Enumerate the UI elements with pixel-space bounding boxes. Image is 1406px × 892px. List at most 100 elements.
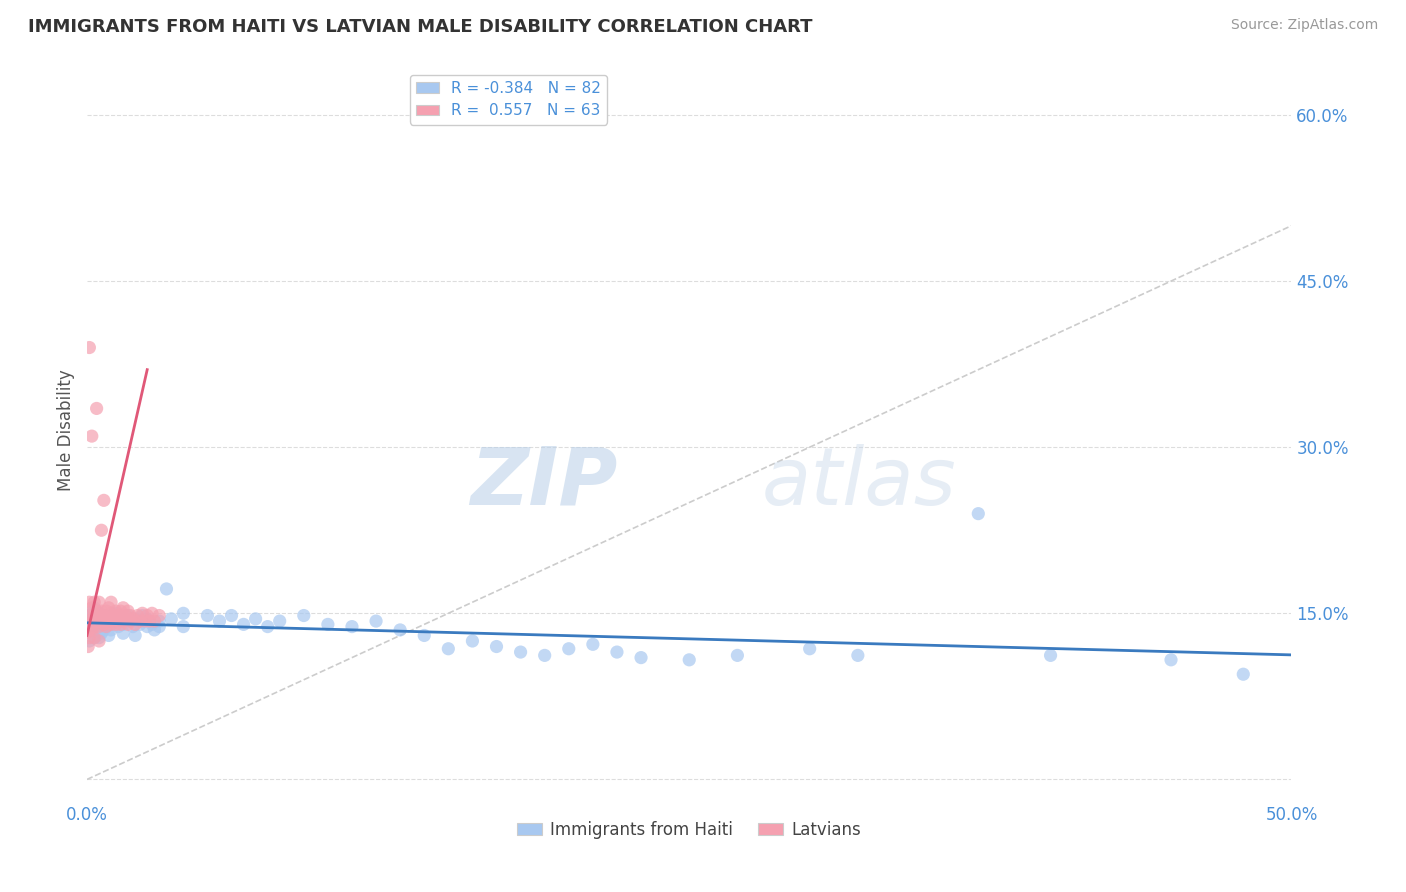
Point [120,608,142,623]
Point [103,614,125,628]
Point [269,614,291,628]
Point [364,614,387,628]
Point [80,607,103,621]
Point [136,619,159,633]
Point [124,628,146,642]
Point [86,621,108,635]
Point [104,614,127,628]
Point [93,493,115,508]
Point [558,641,581,656]
Point [114,608,136,623]
Point [96,614,118,628]
Point [136,608,159,623]
Point [112,626,135,640]
Point [87,615,110,630]
Point [134,614,156,628]
Point [124,617,146,632]
Point [80,600,103,615]
Point [97,612,120,626]
Point [80,623,103,637]
Point [90,614,112,628]
Point [93,617,115,632]
Point [112,617,135,632]
Point [79,634,101,648]
Point [96,604,118,618]
Point [509,645,531,659]
Point [87,634,110,648]
Point [172,607,194,621]
Point [117,608,139,623]
Point [138,614,160,628]
Point [83,619,105,633]
Point [87,608,110,623]
Point [461,634,484,648]
Point [90,612,112,626]
Point [136,612,159,626]
Point [208,614,231,628]
Point [1232,667,1254,681]
Point [437,641,460,656]
Point [100,608,122,623]
Point [97,600,120,615]
Point [582,637,605,651]
Point [124,612,146,626]
Text: atlas: atlas [762,443,956,522]
Point [292,608,315,623]
Point [107,608,129,623]
Point [120,614,142,628]
Point [316,617,339,632]
Point [967,507,990,521]
Point [121,612,143,626]
Point [96,615,118,630]
Point [80,612,103,626]
Point [389,623,412,637]
Point [79,619,101,633]
Point [107,619,129,633]
Point [121,619,143,633]
Point [172,619,194,633]
Point [725,648,748,663]
Point [86,401,108,416]
Point [112,614,135,628]
Point [117,604,139,618]
Point [86,628,108,642]
Point [117,617,139,632]
Point [83,631,105,645]
Point [606,645,628,659]
Point [80,623,103,637]
Point [87,631,110,645]
Point [678,653,700,667]
Point [79,608,101,623]
Point [86,612,108,626]
Point [83,631,105,645]
Point [141,607,163,621]
Point [799,641,821,656]
Point [79,617,101,632]
Point [485,640,508,654]
Point [100,607,122,621]
Point [90,626,112,640]
Point [86,604,108,618]
Point [197,608,219,623]
Point [141,617,163,632]
Point [256,619,278,633]
Legend: Immigrants from Haiti, Latvians: Immigrants from Haiti, Latvians [510,814,868,846]
Point [96,619,118,633]
Point [129,614,152,628]
Point [87,619,110,633]
Point [114,612,136,626]
Point [100,617,122,632]
Point [79,341,101,355]
Point [87,595,110,609]
Point [129,617,152,632]
Point [77,640,100,654]
Point [148,619,170,633]
Point [100,617,122,632]
Point [110,604,132,618]
Point [79,608,101,623]
Point [96,619,118,633]
Y-axis label: Male Disability: Male Disability [58,369,75,491]
Text: Source: ZipAtlas.com: Source: ZipAtlas.com [1230,18,1378,32]
Point [79,595,101,609]
Point [93,617,115,632]
